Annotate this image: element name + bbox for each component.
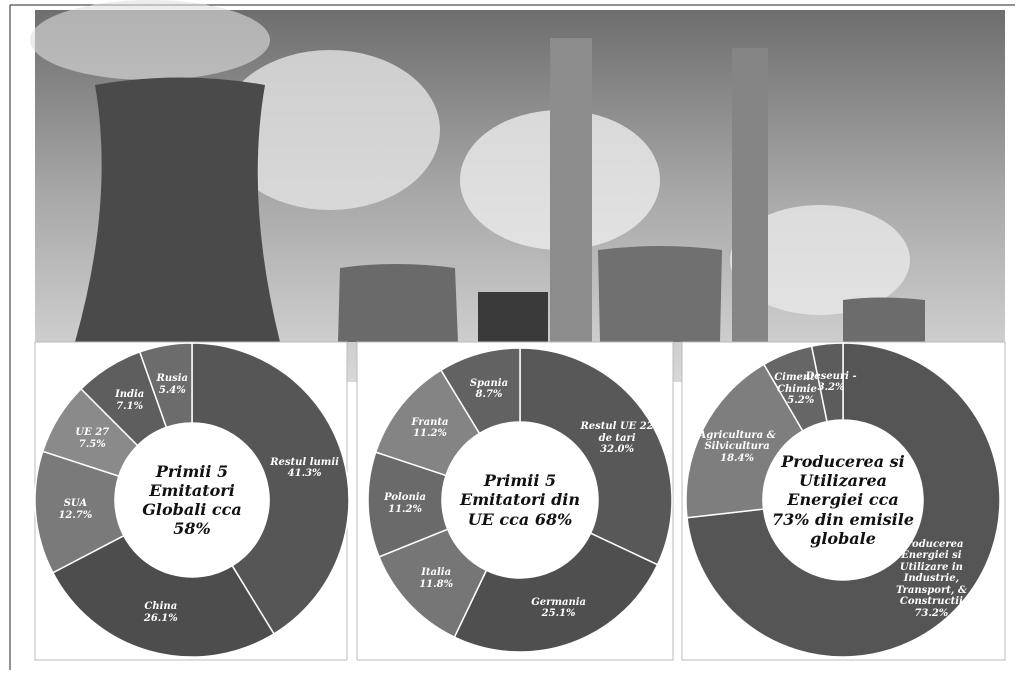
segment-label-box: Italia 11.8% xyxy=(395,557,477,601)
segment-label: Deseuri -3.2% xyxy=(790,360,872,404)
segment-label-box: Agricultura & Silvicultura 18.4% xyxy=(696,425,778,469)
value-label: 11.8% xyxy=(419,578,454,590)
donut-segment xyxy=(191,342,350,635)
segment-label-box: Germania 25.1% xyxy=(518,586,600,630)
value-label: 5.4% xyxy=(158,384,186,396)
category-label: Restul lumii xyxy=(270,456,339,468)
segment-label-box: Restul lumii 41.3% xyxy=(264,423,346,513)
segment-label-box: China 26.1% xyxy=(120,591,202,635)
segment-label-box: Polonia 11.2% xyxy=(364,482,446,526)
donut-segment xyxy=(686,342,1001,658)
category-label: Ciment & Chimie - xyxy=(774,372,828,395)
category-label: Spania xyxy=(469,377,509,389)
center-text-box: Producerea si Utilizarea Energiei cca 73… xyxy=(771,452,915,548)
donut-segment xyxy=(810,342,844,423)
category-label: Deseuri - xyxy=(805,370,857,382)
category-label: Agricultura & Silvicultura xyxy=(698,429,776,453)
value-label: 41.3% xyxy=(287,468,322,480)
value-label: 5.2% xyxy=(787,395,815,407)
center-text-box: Primii 5 Emitatori din UE cca 68% xyxy=(460,471,580,529)
center-text: Primii 5 Emitatori din UE cca 68% xyxy=(460,471,580,529)
donut-segment xyxy=(453,532,659,653)
value-label: 11.2% xyxy=(413,428,447,440)
category-label: Polonia xyxy=(384,492,427,504)
center-text: Producerea si Utilizarea Energiei cca 73… xyxy=(771,452,915,548)
segment-label-box: Rusia 5.4% xyxy=(131,363,213,407)
category-label: UE 27 xyxy=(75,427,110,439)
segment-label-box: Ciment & Chimie -5.2% xyxy=(760,367,842,411)
value-label: 7.1% xyxy=(116,400,144,412)
category-label: China xyxy=(144,601,178,613)
segment-label: UE 277.5% xyxy=(51,417,133,461)
center-text-box: Primii 5 Emitatori Globali cca 58% xyxy=(142,461,242,539)
value-label: 8.7% xyxy=(475,389,503,401)
category-label: Franta xyxy=(411,416,449,428)
center-text: Primii 5 Emitatori Globali cca 58% xyxy=(142,461,242,539)
segment-label-box: Restul UE 22 de tari 32.0% xyxy=(576,393,658,483)
value-label: 12.7% xyxy=(58,509,93,521)
donut-segment xyxy=(138,342,193,429)
value-label: 73.2% xyxy=(914,607,949,619)
category-label: India xyxy=(115,389,145,401)
category-label: Rusia xyxy=(156,373,189,385)
value-label: 25.1% xyxy=(541,608,576,620)
photo xyxy=(30,0,1005,382)
category-label: Italia xyxy=(421,567,452,579)
value-label: 18.4% xyxy=(720,452,754,464)
segment-label-box: SUA 12.7% xyxy=(34,488,116,532)
donut-segment xyxy=(439,347,521,435)
segment-label-box: Producerea Energiei si Utilizare in Indu… xyxy=(890,534,972,624)
value-label: 7.5% xyxy=(78,438,106,450)
category-label: Producerea Energiei si Utilizare in Indu… xyxy=(895,538,967,608)
segment-label-box: India 7.1% xyxy=(89,379,171,423)
category-label: Restul UE 22 de tari xyxy=(580,421,654,444)
segment-label-box: Spania 8.7% xyxy=(448,367,530,411)
value-label: 32.0% xyxy=(600,444,635,456)
segment-label-box: Deseuri -3.2% xyxy=(790,360,872,404)
category-label: SUA xyxy=(63,498,88,510)
value-label: 26.1% xyxy=(143,612,178,624)
donut-segment xyxy=(685,363,804,519)
segment-label: Ciment & Chimie -5.2% xyxy=(760,367,842,411)
category-label: Germania xyxy=(531,596,586,608)
segment-label-box: Franta 11.2% xyxy=(389,406,471,450)
donut-segment xyxy=(51,534,275,658)
value-label: 3.2% xyxy=(817,382,845,394)
segment-label: Producerea Energiei si Utilizare in Indu… xyxy=(890,534,972,624)
segment-label-box: UE 27 7.5% xyxy=(51,417,133,461)
donut-segment xyxy=(519,347,673,566)
value-label: 11.2% xyxy=(388,503,422,515)
